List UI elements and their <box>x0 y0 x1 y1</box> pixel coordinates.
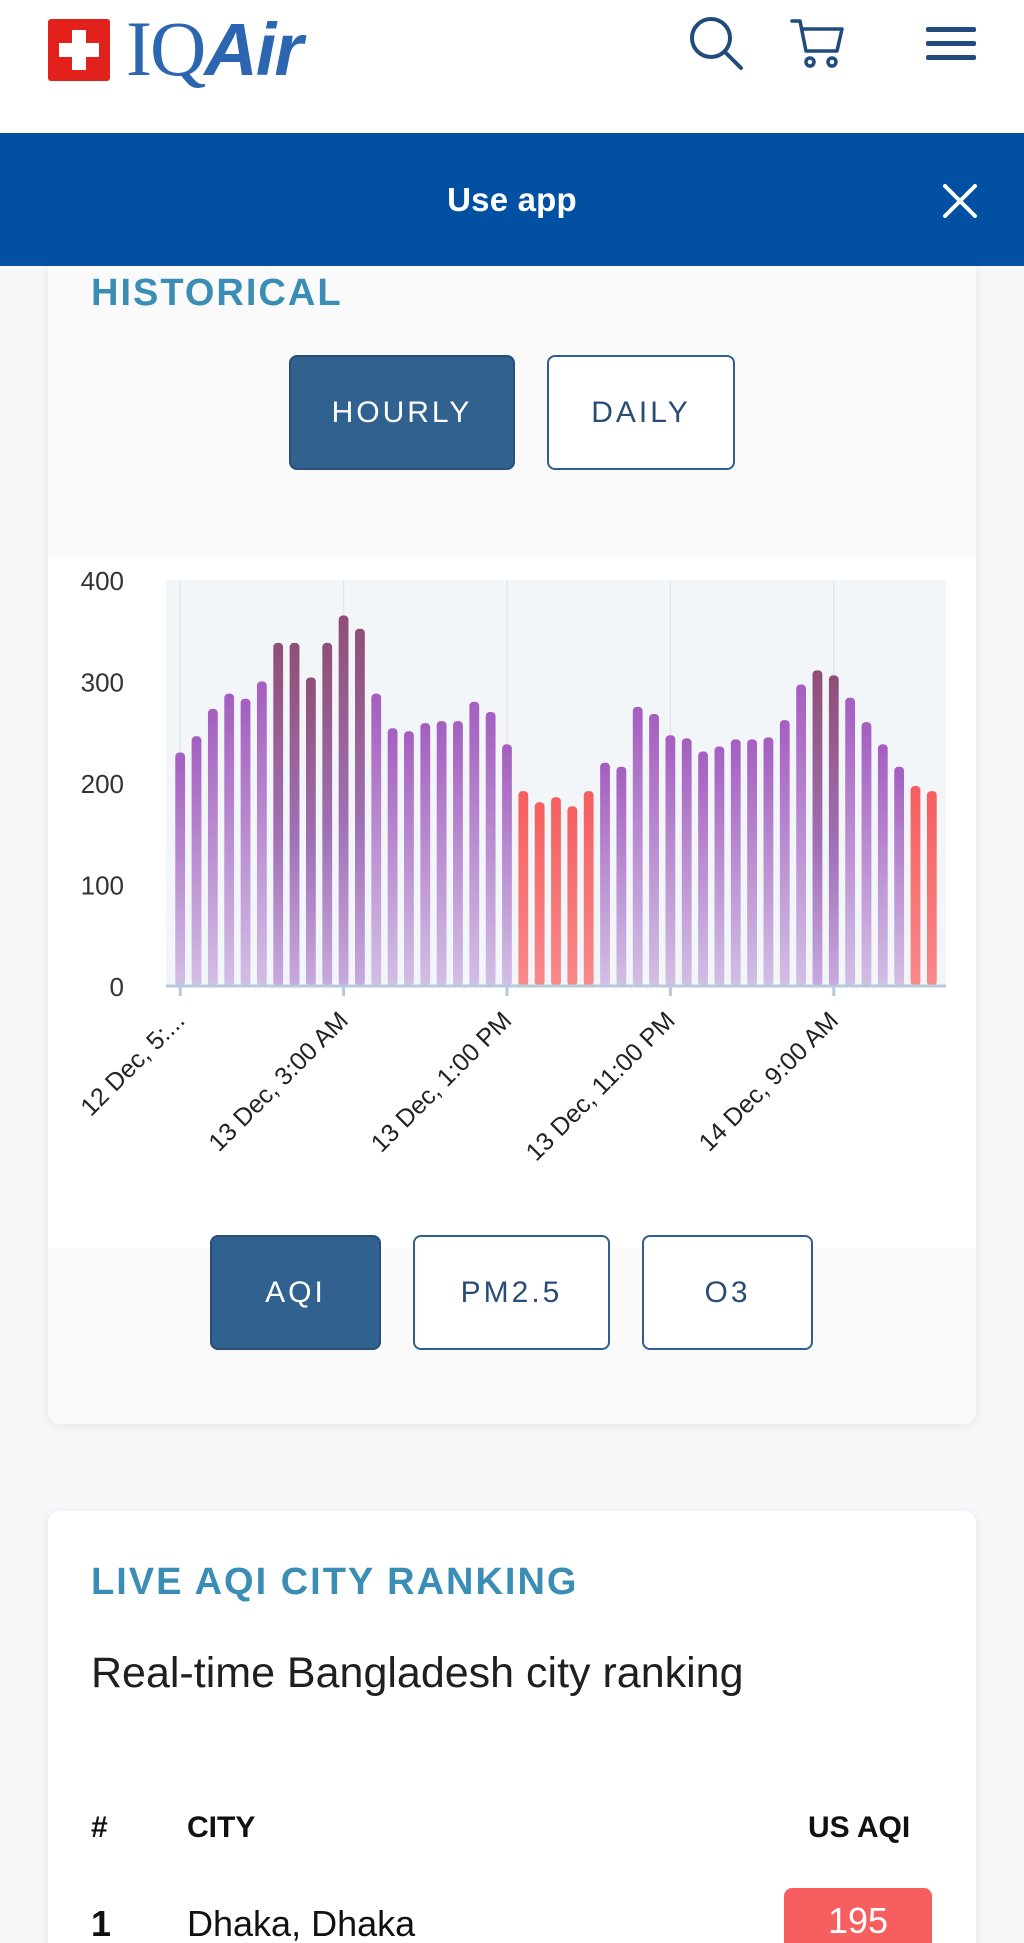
chart-bar <box>730 739 741 986</box>
chart-bar <box>714 746 725 986</box>
chart-bar <box>649 713 659 986</box>
tab-hourly[interactable]: HOURLY <box>289 355 515 470</box>
x-tick-label: 13 Dec, 1:00 PM <box>366 1006 517 1157</box>
chart-bar <box>894 766 905 986</box>
row-city[interactable]: Dhaka, Dhaka <box>187 1903 416 1943</box>
tab-aqi[interactable]: AQI <box>210 1235 381 1350</box>
chart-bar <box>910 786 921 986</box>
column-header-rank: # <box>91 1811 108 1844</box>
y-tick-label: 200 <box>81 769 124 799</box>
y-tick-label: 400 <box>81 566 124 596</box>
x-tick-label: 14 Dec, 9:00 AM <box>694 1006 844 1156</box>
use-app-label[interactable]: Use app <box>447 181 577 218</box>
chart-bar <box>877 744 888 986</box>
chart-bar <box>273 642 284 986</box>
chart-bar <box>387 728 398 986</box>
chart-bar <box>191 736 202 986</box>
chart-bar <box>665 735 676 986</box>
chart-bar <box>926 791 937 986</box>
chart-bar <box>224 693 235 986</box>
aqi-badge: 195 <box>784 1888 932 1943</box>
row-rank: 1 <box>91 1903 112 1943</box>
swiss-flag-icon <box>48 18 110 81</box>
chart-bar <box>518 791 529 986</box>
chart-bar <box>534 802 545 986</box>
historical-card: HISTORICAL HOURLY DAILY 0 100 200 300 400 12 … <box>48 266 976 1424</box>
use-app-banner[interactable]: Use app <box>0 133 1024 266</box>
ranking-subtitle: Real-time Bangladesh city ranking <box>91 1649 744 1697</box>
chart-bar <box>616 766 627 986</box>
chart-bar <box>322 642 333 986</box>
y-tick-label: 300 <box>81 668 124 698</box>
aqi-history-chart: 0 100 200 300 400 12 Dec, 5:... 13 Dec, 3:00 A… <box>48 558 976 1248</box>
y-tick-label: 0 <box>110 972 124 1002</box>
chart-bar <box>436 721 447 986</box>
chart-bar <box>404 731 414 986</box>
city-ranking-card: LIVE AQI CITY RANKING Real-time Banglade… <box>48 1511 976 1943</box>
chart-bar <box>567 806 578 986</box>
chart-bar <box>845 697 856 986</box>
chart-bar <box>747 739 757 986</box>
chart-bar <box>861 722 872 986</box>
x-tick-label: 13 Dec, 11:00 PM <box>521 1006 681 1166</box>
tab-pm25[interactable]: PM2.5 <box>413 1235 610 1350</box>
chart-bar <box>551 797 561 986</box>
chart-svg: 0 100 200 300 400 12 Dec, 5:... 13 Dec, 3:00 A… <box>75 566 946 1166</box>
chart-bar <box>698 751 708 986</box>
cart-icon[interactable] <box>782 8 852 78</box>
logo-text-iq: IQ <box>126 5 206 92</box>
x-tick-label: 12 Dec, 5:... <box>75 1006 190 1121</box>
tab-o3[interactable]: O3 <box>642 1235 813 1350</box>
tab-daily[interactable]: DAILY <box>547 355 735 470</box>
search-icon[interactable] <box>681 8 751 78</box>
ranking-title: LIVE AQI CITY RANKING <box>91 1561 579 1603</box>
menu-icon[interactable] <box>916 8 986 78</box>
iqair-logo[interactable]: IQAir <box>48 8 303 91</box>
chart-bar <box>763 737 774 986</box>
chart-bar <box>485 711 496 986</box>
chart-bar <box>469 701 480 986</box>
chart-bar <box>338 615 349 986</box>
chart-bar <box>453 721 463 986</box>
column-header-city: CITY <box>187 1811 256 1844</box>
chart-bar <box>502 744 512 986</box>
chart-bar <box>600 762 610 986</box>
chart-bar <box>256 681 267 986</box>
chart-bar <box>632 706 643 986</box>
chart-bar <box>355 628 365 986</box>
logo-text-air: Air <box>204 8 303 91</box>
chart-bar <box>828 675 839 986</box>
y-tick-label: 100 <box>81 871 124 901</box>
column-header-us-aqi: US AQI <box>808 1811 911 1844</box>
x-tick-label: 13 Dec, 3:00 AM <box>203 1006 353 1156</box>
close-icon[interactable] <box>942 183 978 219</box>
site-header: IQAir <box>0 0 1024 133</box>
chart-bar <box>289 642 300 986</box>
chart-bar <box>371 693 382 986</box>
chart-bar <box>779 720 790 986</box>
historical-title: HISTORICAL <box>91 272 343 314</box>
chart-bar <box>812 670 823 986</box>
chart-bar <box>796 684 807 986</box>
chart-bar <box>681 738 692 986</box>
chart-bar <box>175 752 186 986</box>
chart-bar <box>207 708 218 986</box>
chart-bar <box>583 791 594 986</box>
chart-bar <box>420 723 431 986</box>
chart-bar <box>240 698 251 986</box>
chart-bar <box>305 677 316 986</box>
